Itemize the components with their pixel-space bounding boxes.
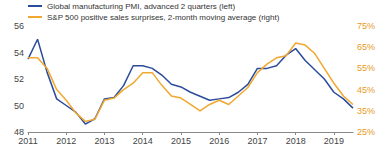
svg-text:52: 52 xyxy=(14,74,24,84)
svg-text:2016: 2016 xyxy=(209,136,229,146)
svg-text:54: 54 xyxy=(14,48,24,58)
svg-text:2015: 2015 xyxy=(171,136,191,146)
svg-text:75%: 75% xyxy=(357,21,375,31)
svg-text:35%: 35% xyxy=(357,106,375,116)
svg-text:2011: 2011 xyxy=(18,136,37,146)
svg-text:25%: 25% xyxy=(357,127,375,137)
svg-text:50: 50 xyxy=(14,101,24,111)
svg-text:2019: 2019 xyxy=(324,136,344,146)
svg-text:2018: 2018 xyxy=(286,136,306,146)
svg-text:45%: 45% xyxy=(357,85,375,95)
svg-text:2013: 2013 xyxy=(94,136,114,146)
svg-text:2012: 2012 xyxy=(56,136,76,146)
svg-text:55%: 55% xyxy=(357,63,375,73)
svg-text:2014: 2014 xyxy=(133,136,153,146)
svg-text:S&P 500 positive sales surpris: S&P 500 positive sales surprises, 2-mont… xyxy=(47,13,280,22)
svg-text:2017: 2017 xyxy=(247,136,267,146)
svg-text:48: 48 xyxy=(14,127,24,137)
svg-text:Global manufacturing PMI, adva: Global manufacturing PMI, advanced 2 qua… xyxy=(47,2,235,11)
svg-text:56: 56 xyxy=(14,21,24,31)
svg-text:65%: 65% xyxy=(357,42,375,52)
